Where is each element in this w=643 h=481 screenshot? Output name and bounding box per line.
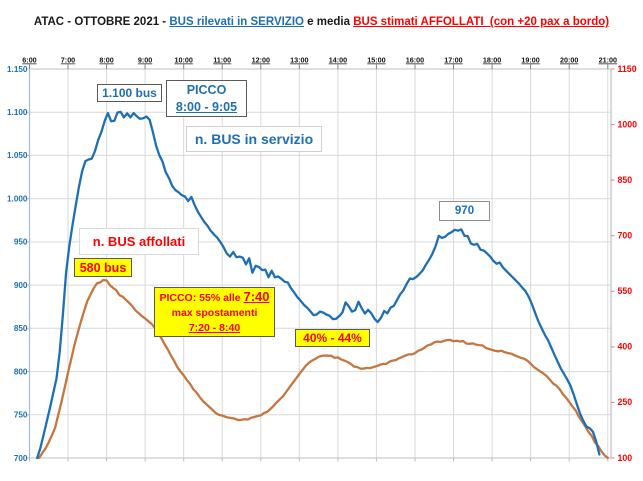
svg-text:400: 400 bbox=[618, 342, 633, 352]
svg-text:11:00: 11:00 bbox=[213, 56, 231, 65]
svg-text:750: 750 bbox=[14, 411, 28, 420]
svg-text:550: 550 bbox=[618, 286, 633, 296]
svg-text:800: 800 bbox=[14, 367, 28, 376]
svg-text:21:00: 21:00 bbox=[599, 56, 617, 65]
svg-text:1.150: 1.150 bbox=[7, 65, 28, 74]
svg-text:700: 700 bbox=[618, 231, 633, 241]
svg-text:20:00: 20:00 bbox=[560, 56, 578, 65]
svg-text:6:00: 6:00 bbox=[22, 56, 36, 65]
svg-text:14:00: 14:00 bbox=[329, 56, 347, 65]
svg-text:1.000: 1.000 bbox=[7, 195, 28, 204]
svg-text:700: 700 bbox=[14, 454, 28, 463]
svg-text:1150: 1150 bbox=[618, 64, 637, 74]
svg-text:1000: 1000 bbox=[618, 119, 638, 129]
svg-text:19:00: 19:00 bbox=[521, 56, 539, 65]
svg-text:8:00: 8:00 bbox=[99, 56, 113, 65]
svg-text:18:00: 18:00 bbox=[483, 56, 501, 65]
svg-text:850: 850 bbox=[618, 175, 633, 185]
svg-text:850: 850 bbox=[14, 324, 28, 333]
svg-text:950: 950 bbox=[14, 238, 28, 247]
svg-text:17:00: 17:00 bbox=[444, 56, 462, 65]
svg-text:7:00: 7:00 bbox=[61, 56, 75, 65]
svg-text:12:00: 12:00 bbox=[252, 56, 270, 65]
svg-text:1.050: 1.050 bbox=[7, 151, 28, 160]
svg-text:9:00: 9:00 bbox=[138, 56, 152, 65]
svg-text:15:00: 15:00 bbox=[367, 56, 385, 65]
svg-text:250: 250 bbox=[618, 397, 633, 407]
svg-text:100: 100 bbox=[618, 453, 633, 463]
svg-text:1.100: 1.100 bbox=[7, 108, 28, 117]
svg-text:16:00: 16:00 bbox=[406, 56, 424, 65]
svg-text:10:00: 10:00 bbox=[175, 56, 193, 65]
svg-text:900: 900 bbox=[14, 281, 28, 290]
svg-text:13:00: 13:00 bbox=[290, 56, 308, 65]
